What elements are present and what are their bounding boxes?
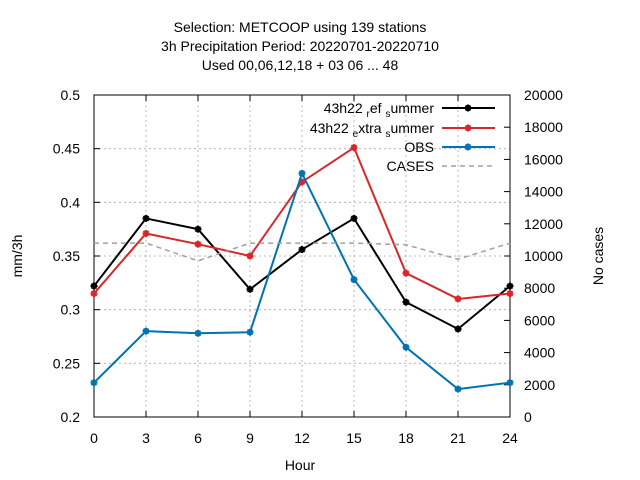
y2-tick-label: 16000 xyxy=(524,151,563,167)
data-point xyxy=(142,214,150,222)
y2-tick-label: 8000 xyxy=(524,280,555,296)
legend-label-2: OBS xyxy=(404,139,434,155)
x-tick-label: 9 xyxy=(246,430,254,446)
data-point xyxy=(350,214,358,222)
legend-marker-2 xyxy=(464,143,472,151)
data-point xyxy=(194,240,202,248)
y-axis-label: mm/3h xyxy=(9,235,25,278)
data-point xyxy=(454,325,462,333)
plot-series xyxy=(90,144,514,393)
x-tick-label: 21 xyxy=(450,430,466,446)
data-point xyxy=(506,290,514,298)
y2-tick-label: 14000 xyxy=(524,184,563,200)
data-point xyxy=(90,290,98,298)
data-point xyxy=(402,269,410,277)
chart-title: Selection: METCOOP using 139 stations 3h… xyxy=(161,19,439,73)
data-point xyxy=(90,379,98,387)
data-point xyxy=(506,379,514,387)
series-line-3 xyxy=(94,242,511,262)
data-point xyxy=(246,328,254,336)
y-tick-label: 0.2 xyxy=(61,409,81,425)
legend-label-0: 43h22 ref summer xyxy=(324,100,435,120)
data-point xyxy=(194,329,202,337)
data-point xyxy=(142,327,150,335)
data-point xyxy=(246,285,254,293)
y2-tick-label: 0 xyxy=(524,409,532,425)
y2-tick-label: 12000 xyxy=(524,216,563,232)
data-point xyxy=(90,282,98,290)
y2-tick-label: 4000 xyxy=(524,345,555,361)
x-tick-label: 12 xyxy=(294,430,310,446)
data-point xyxy=(402,343,410,351)
data-point xyxy=(298,178,306,186)
legend-label-3: CASES xyxy=(387,158,434,174)
axes: 0 3 6 9 12 15 18 21 24 0.2 0.25 0.3 0.35 0.4 0.45 0.5 0 2… xyxy=(53,87,563,446)
y2-tick-label: 2000 xyxy=(524,377,555,393)
data-point xyxy=(350,276,358,284)
x-tick-label: 3 xyxy=(142,430,150,446)
y-tick-label: 0.3 xyxy=(61,302,81,318)
data-point xyxy=(506,282,514,290)
x-tick-label: 24 xyxy=(502,430,518,446)
y-tick-label: 0.35 xyxy=(53,248,80,264)
y-tick-label: 0.25 xyxy=(53,355,80,371)
title-line-3: Used 00,06,12,18 + 03 06 ... 48 xyxy=(202,57,399,73)
legend-label-1: 43h22 extra summer xyxy=(310,120,435,140)
title-line-1: Selection: METCOOP using 139 stations xyxy=(174,19,427,35)
title-line-2: 3h Precipitation Period: 20220701-202207… xyxy=(161,38,439,54)
y2-tick-label: 6000 xyxy=(524,312,555,328)
data-point xyxy=(402,298,410,306)
data-point xyxy=(350,144,358,152)
x-tick-label: 6 xyxy=(194,430,202,446)
y2-tick-label: 20000 xyxy=(524,87,563,103)
y-tick-label: 0.45 xyxy=(53,141,80,157)
data-point xyxy=(194,225,202,233)
data-point xyxy=(246,252,254,260)
data-point xyxy=(298,246,306,254)
data-point xyxy=(454,385,462,393)
x-tick-label: 0 xyxy=(90,430,98,446)
data-point xyxy=(454,295,462,303)
legend-marker-0 xyxy=(464,104,472,112)
y-tick-label: 0.4 xyxy=(61,194,81,210)
data-point xyxy=(142,229,150,237)
x-axis-label: Hour xyxy=(285,457,316,473)
y2-axis-label: No cases xyxy=(590,227,606,285)
y2-tick-label: 18000 xyxy=(524,119,563,135)
y-tick-label: 0.5 xyxy=(61,87,81,103)
legend-marker-1 xyxy=(464,124,472,132)
x-tick-label: 15 xyxy=(346,430,362,446)
x-tick-label: 18 xyxy=(398,430,414,446)
y2-tick-label: 10000 xyxy=(524,248,563,264)
data-point xyxy=(298,169,306,177)
